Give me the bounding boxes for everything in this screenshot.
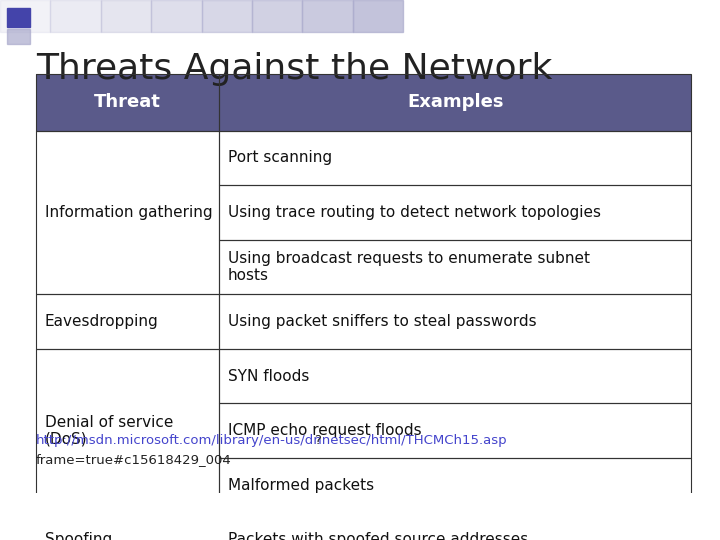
- Bar: [36, 74, 220, 131]
- Bar: [36, 74, 220, 131]
- Text: Information gathering: Information gathering: [45, 205, 212, 220]
- Bar: [36, 512, 220, 540]
- Bar: [220, 512, 691, 540]
- Bar: [151, 0, 202, 32]
- Bar: [36, 349, 220, 512]
- Bar: [302, 0, 353, 32]
- Bar: [202, 0, 252, 32]
- Bar: [220, 403, 691, 458]
- Text: Spoofing: Spoofing: [45, 532, 112, 540]
- Bar: [220, 403, 691, 458]
- Text: frame=true#c15618429_004: frame=true#c15618429_004: [36, 453, 232, 465]
- Bar: [353, 0, 403, 32]
- Bar: [220, 512, 691, 540]
- Bar: [36, 294, 220, 349]
- Bar: [220, 458, 691, 512]
- Bar: [220, 349, 691, 403]
- Text: SYN floods: SYN floods: [228, 369, 310, 383]
- Text: Using trace routing to detect network topologies: Using trace routing to detect network to…: [228, 205, 601, 220]
- Text: Eavesdropping: Eavesdropping: [45, 314, 158, 329]
- Bar: [50, 0, 101, 32]
- Bar: [220, 185, 691, 240]
- Bar: [220, 74, 691, 131]
- Text: Using broadcast requests to enumerate subnet
hosts: Using broadcast requests to enumerate su…: [228, 251, 590, 284]
- Bar: [220, 294, 691, 349]
- Text: http://msdn.microsoft.com/library/en-us/dnnetsec/html/THCMCh15.asp: http://msdn.microsoft.com/library/en-us/…: [36, 434, 508, 447]
- Text: Packets with spoofed source addresses: Packets with spoofed source addresses: [228, 532, 528, 540]
- Bar: [220, 131, 691, 185]
- Text: Examples: Examples: [407, 93, 503, 111]
- Bar: [7, 9, 30, 27]
- Bar: [36, 131, 220, 294]
- Bar: [7, 29, 30, 44]
- Bar: [220, 458, 691, 512]
- Text: Port scanning: Port scanning: [228, 151, 332, 165]
- Text: ?: ?: [314, 434, 321, 447]
- Bar: [36, 512, 220, 540]
- Bar: [252, 0, 302, 32]
- Bar: [220, 185, 691, 240]
- Bar: [220, 240, 691, 294]
- Text: Using packet sniffers to steal passwords: Using packet sniffers to steal passwords: [228, 314, 536, 329]
- Text: Threats Against the Network: Threats Against the Network: [36, 52, 552, 86]
- Bar: [220, 240, 691, 294]
- Bar: [36, 349, 220, 512]
- Text: ICMP echo request floods: ICMP echo request floods: [228, 423, 422, 438]
- Text: Denial of service
(DoS): Denial of service (DoS): [45, 415, 173, 447]
- Bar: [220, 74, 691, 131]
- Bar: [220, 294, 691, 349]
- Bar: [220, 131, 691, 185]
- Text: Threat: Threat: [94, 93, 161, 111]
- Bar: [0, 0, 50, 32]
- Text: Malformed packets: Malformed packets: [228, 478, 374, 493]
- Bar: [36, 294, 220, 349]
- Bar: [220, 349, 691, 403]
- Bar: [36, 131, 220, 294]
- Bar: [101, 0, 151, 32]
